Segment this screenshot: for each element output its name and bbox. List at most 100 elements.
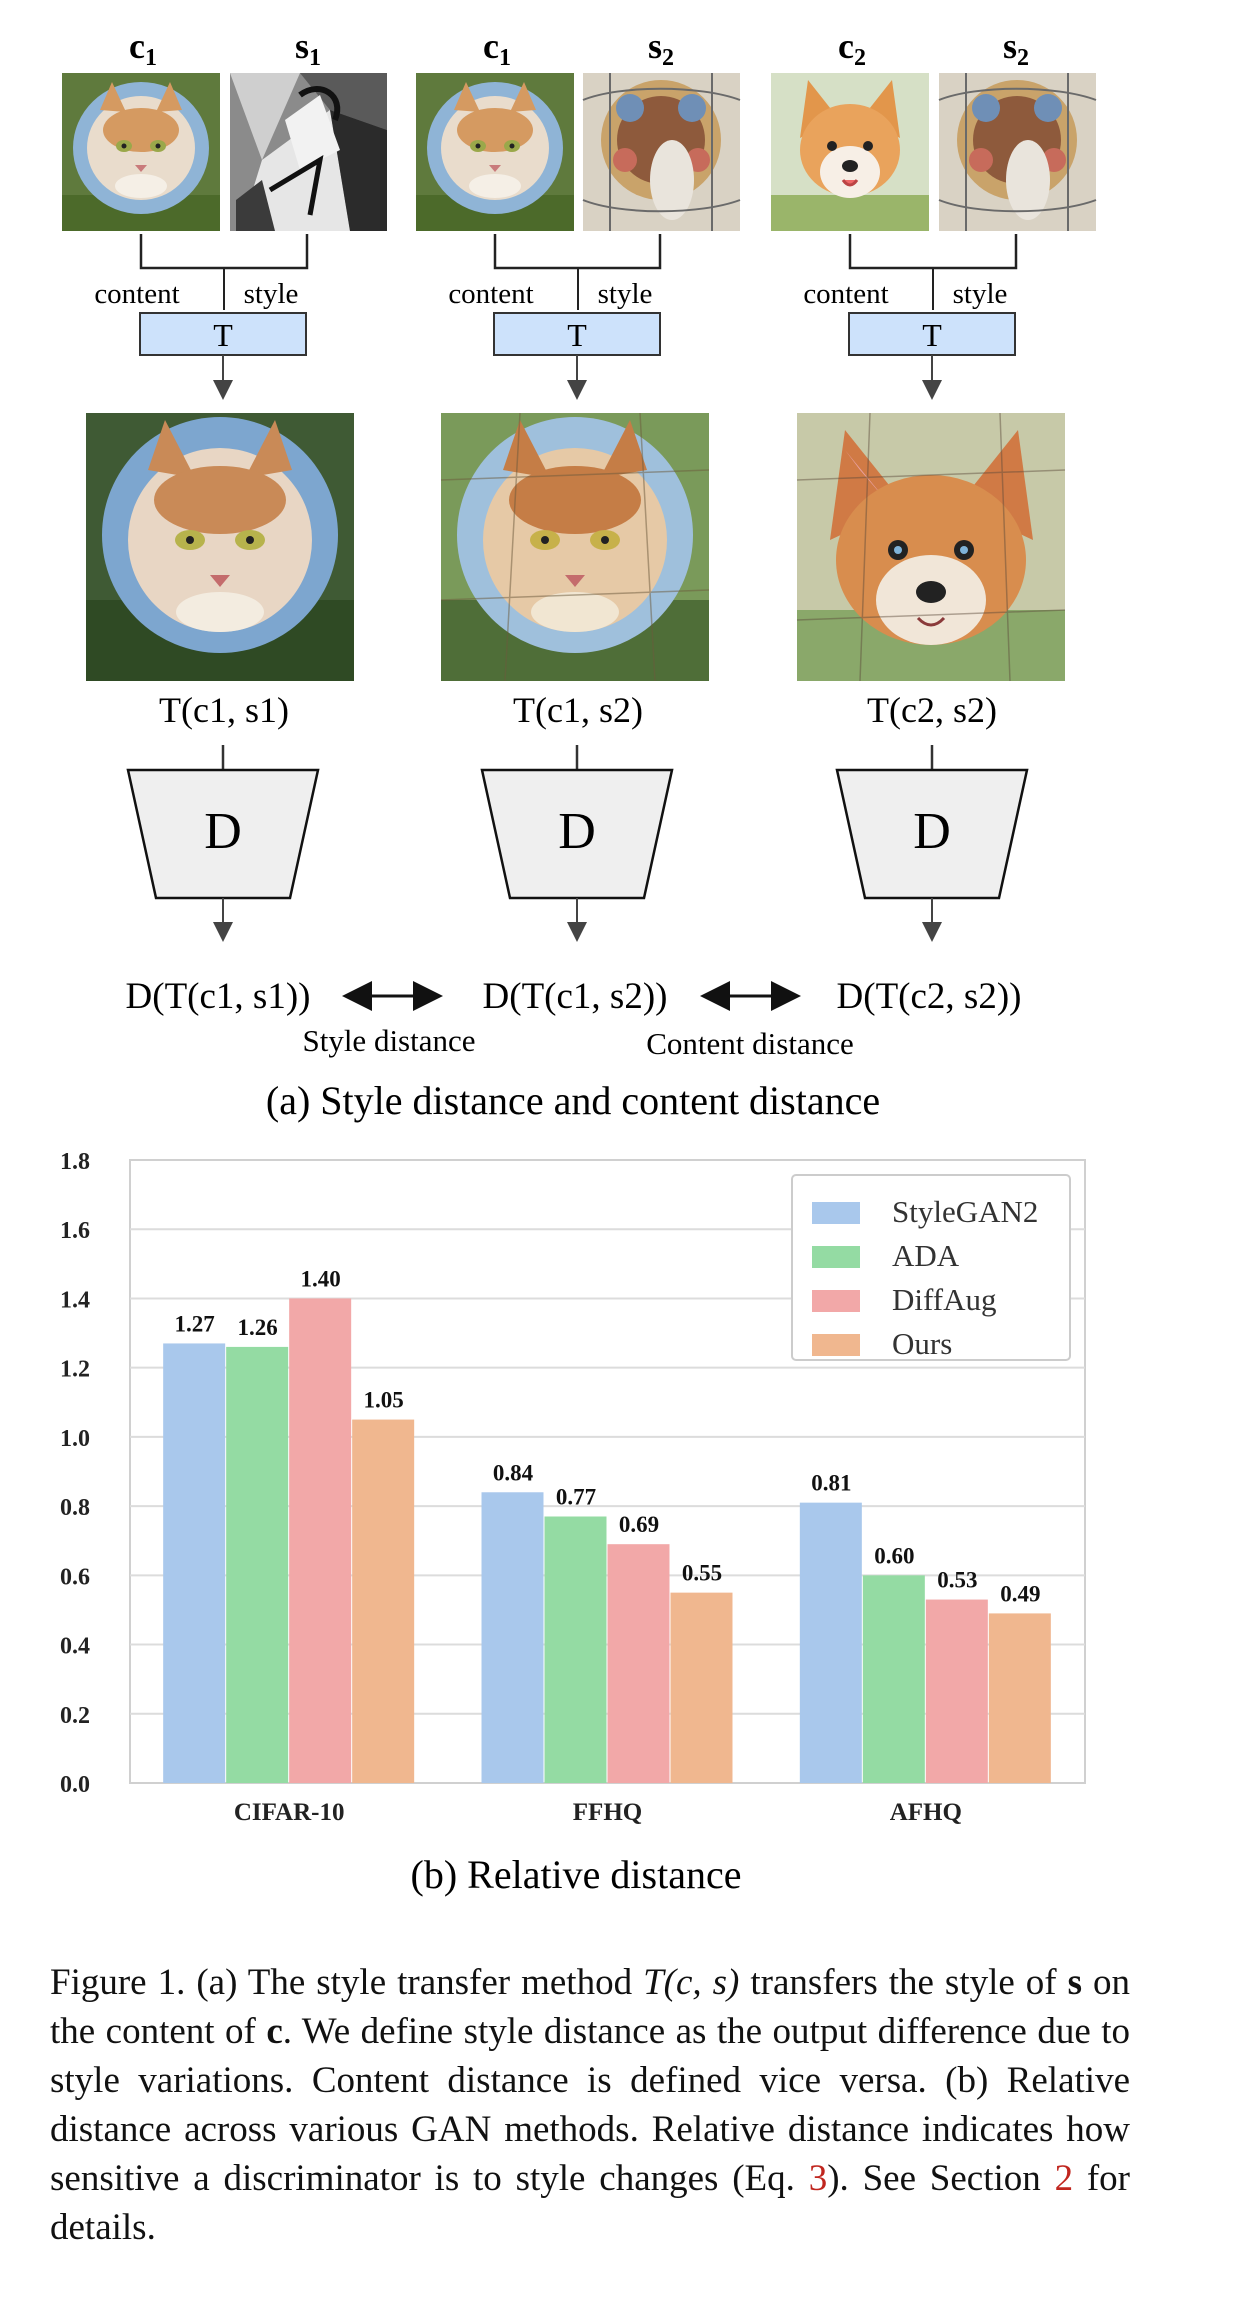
disc-label-1: D (204, 803, 242, 860)
disc-output-3: D(T(c2, s2)) (837, 976, 1022, 1017)
style-label-s2: s2 (1003, 26, 1029, 71)
y-tick-label: 1.2 (60, 1357, 90, 1383)
column-3: c2 s2 content style (771, 26, 1097, 942)
legend-label: ADA (892, 1238, 960, 1273)
y-tick-label: 0.2 (60, 1703, 90, 1729)
caption-part5: for details. (50, 2158, 1130, 2248)
bar-value-label: 0.55 (682, 1561, 722, 1586)
panel-a-caption: (a) Style distance and content distance (266, 1078, 880, 1123)
bar-ours-ffhq (670, 1592, 733, 1783)
bar-value-label: 0.53 (937, 1568, 977, 1593)
panel-b-caption: (b) Relative distance (411, 1852, 742, 1897)
bar-ours-afhq (988, 1613, 1051, 1783)
cat-photo-image (416, 73, 574, 231)
figure-canvas: c1 s1 (60, 26, 1097, 1897)
content-tag: content (448, 278, 533, 310)
discriminator-3 (835, 768, 1029, 900)
cat-photo-image (62, 73, 220, 231)
style-distance-label: Style distance (302, 1023, 475, 1058)
bar-diffaug-afhq (925, 1599, 988, 1783)
caption-math: T(c, s) (643, 1962, 740, 2003)
disc-label-2: D (558, 803, 596, 860)
y-tick-label: 0.8 (60, 1495, 90, 1521)
transfer-label: T (922, 317, 942, 353)
eq-ref-link[interactable]: 3 (808, 2158, 828, 2199)
bar-value-label: 0.60 (874, 1543, 914, 1568)
content-label-c1: c1 (129, 26, 157, 71)
legend-label: StyleGAN2 (892, 1194, 1038, 1229)
bar-diffaug-cifar-10 (289, 1298, 352, 1783)
bar-diffaug-ffhq (607, 1544, 670, 1783)
bar-value-labels: 1.27 1.26 1.40 1.05 0.84 0.77 0.69 0.55 0.81 0.60… (175, 1266, 1041, 1606)
content-tag: content (94, 278, 179, 310)
caption-part3: . We define style distance as the output… (50, 2011, 1130, 2199)
y-tick-label: 1.4 (60, 1287, 90, 1313)
legend: StyleGAN2 ADA DiffAug Ours (791, 1174, 1071, 1361)
legend-swatch-ada (812, 1246, 860, 1268)
bar-value-label: 1.27 (175, 1311, 215, 1336)
bar-stylegan2-cifar-10 (163, 1343, 226, 1783)
x-tick-label: AFHQ (890, 1799, 962, 1826)
legend-label: DiffAug (892, 1282, 996, 1317)
bars (163, 1298, 1051, 1783)
legend-label: Ours (892, 1326, 952, 1361)
bar-value-label: 0.69 (619, 1512, 659, 1537)
legend-box (791, 1174, 1071, 1361)
x-tick-labels: CIFAR-10 FFHQ AFHQ (234, 1799, 962, 1826)
section-ref-link[interactable]: 2 (1054, 2158, 1074, 2199)
cubist-painting-image (230, 73, 387, 231)
y-tick-label: 0.4 (60, 1634, 90, 1660)
style-tag: style (598, 278, 653, 310)
disc-output-2: D(T(c1, s2)) (483, 976, 668, 1017)
bar-value-label: 0.77 (556, 1484, 596, 1509)
x-tick-label: FFHQ (573, 1799, 642, 1826)
caption-part4: ). See Section (827, 2158, 1055, 2199)
transfer-box (139, 312, 307, 356)
disc-label-3: D (913, 803, 951, 860)
bar-value-label: 1.26 (238, 1315, 278, 1340)
transfer-box (848, 312, 1016, 356)
content-label-c2: c2 (838, 26, 866, 71)
bar-value-label: 0.81 (811, 1471, 851, 1496)
y-tick-labels: 0.0 0.2 0.4 0.6 0.8 1.0 1.2 1.4 1.6 1.8 (60, 1149, 90, 1798)
output-label-2: T(c1, s2) (513, 690, 643, 730)
content-distance-label: Content distance (646, 1026, 853, 1061)
style-tag: style (953, 278, 1008, 310)
stylized-corgi-stained-glass-image (796, 412, 1066, 682)
style-label-s1: s1 (295, 26, 321, 71)
content-tag: content (803, 278, 888, 310)
stained-glass-painting-image (938, 73, 1097, 231)
transfer-label: T (567, 317, 587, 353)
column-2: c1 s2 (416, 26, 741, 942)
output-label-3: T(c2, s2) (867, 690, 997, 730)
bar-value-label: 0.49 (1000, 1581, 1040, 1606)
bar-ada-afhq (862, 1575, 925, 1783)
figure-caption: Figure 1. (a) The style transfer method … (50, 1958, 1130, 2252)
bar-ada-ffhq (544, 1516, 607, 1783)
caption-c: c (266, 2011, 283, 2052)
y-tick-label: 0.0 (60, 1772, 90, 1798)
output-label-1: T(c1, s1) (159, 690, 289, 730)
transfer-box (493, 312, 661, 356)
discriminator-2 (480, 768, 674, 900)
bar-value-label: 0.84 (493, 1460, 534, 1485)
transfer-label: T (213, 317, 233, 353)
bar-value-label: 1.05 (364, 1388, 404, 1413)
bar-stylegan2-afhq (799, 1502, 862, 1783)
bar-value-label: 1.40 (301, 1266, 341, 1291)
legend-swatch-diffaug (812, 1290, 860, 1312)
y-tick-label: 1.0 (60, 1426, 90, 1452)
disc-output-1: D(T(c1, s1)) (126, 976, 311, 1017)
content-label-c1: c1 (483, 26, 511, 71)
column-1: c1 s1 (62, 26, 387, 942)
stylized-cat-cubist-image (86, 413, 354, 681)
y-tick-label: 1.6 (60, 1218, 90, 1244)
stylized-cat-stained-glass-image (440, 412, 710, 682)
style-tag: style (244, 278, 299, 310)
y-tick-label: 0.6 (60, 1564, 90, 1590)
legend-swatch-stylegan2 (812, 1202, 860, 1224)
legend-swatch-ours (812, 1334, 860, 1356)
bar-ours-cifar-10 (352, 1419, 415, 1783)
caption-prefix: Figure 1. (a) The style transfer method (50, 1962, 644, 2003)
discriminator-1 (126, 768, 320, 900)
